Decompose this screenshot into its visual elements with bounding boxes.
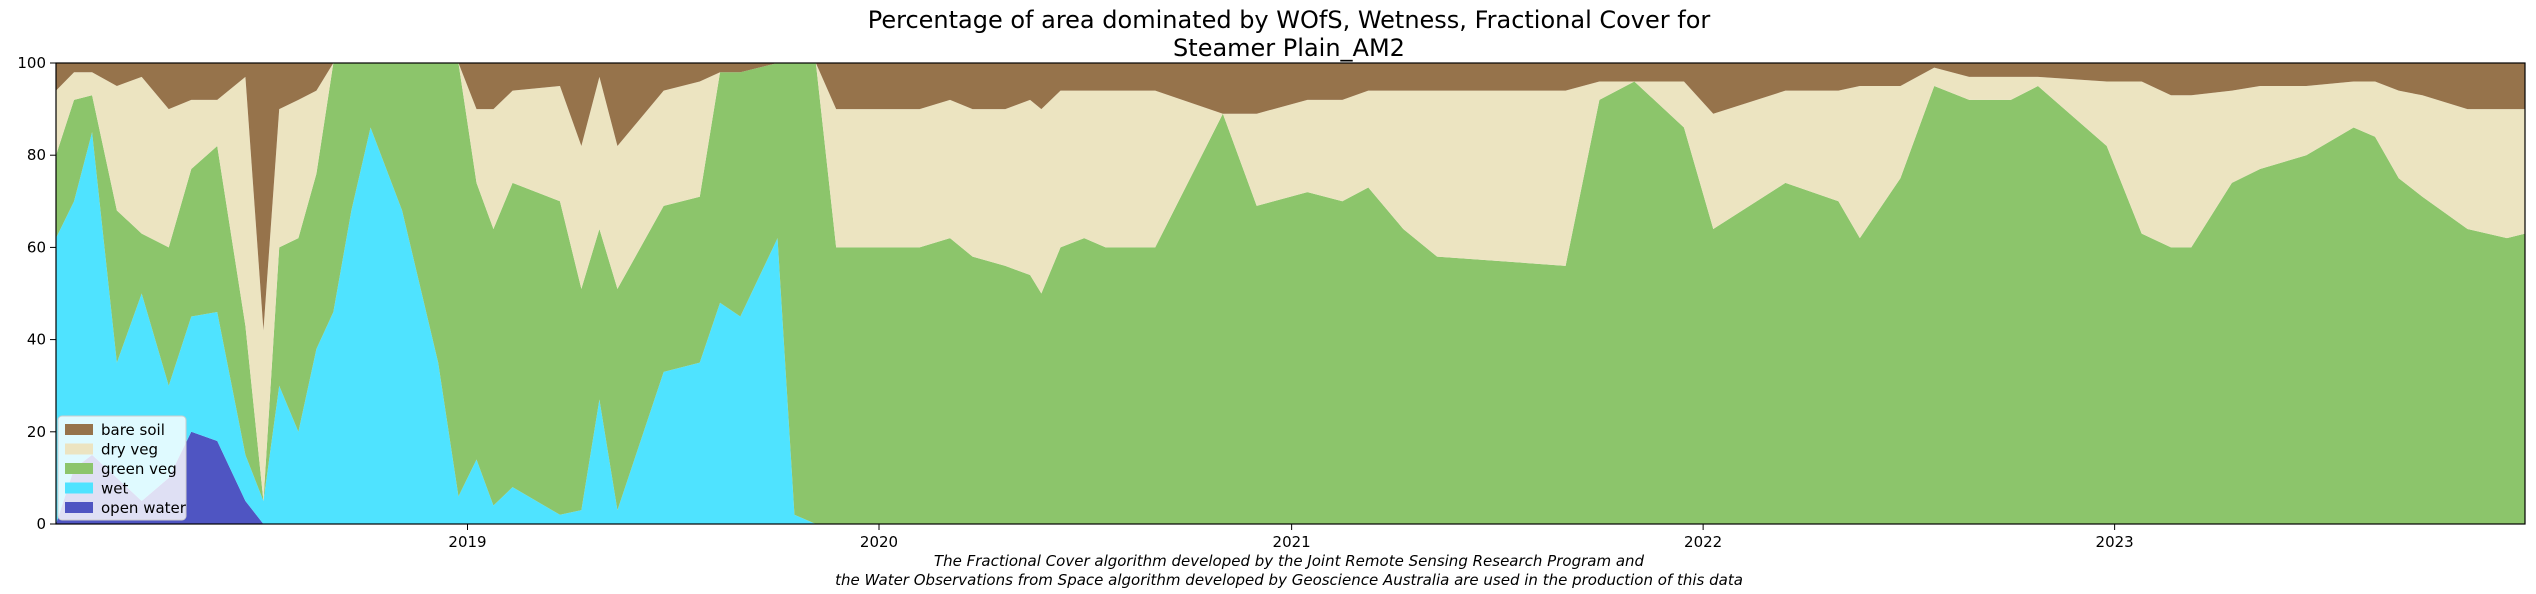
y-tick-label: 40 xyxy=(27,331,46,349)
stacked-areas xyxy=(56,63,2525,524)
area-wet xyxy=(56,127,2525,524)
x-tick-label: 2023 xyxy=(2096,533,2134,551)
y-tick-label: 100 xyxy=(17,54,46,72)
caption-line-2: the Water Observations from Space algori… xyxy=(835,571,1743,589)
chart-title-line-1: Percentage of area dominated by WOfS, We… xyxy=(868,6,1711,34)
x-tick-label: 2020 xyxy=(860,533,898,551)
x-tick-label: 2022 xyxy=(1684,533,1722,551)
y-tick-label: 0 xyxy=(36,515,46,533)
axes: 0 20 40 60 80 100 2019 2020 2021 2022 2023 xyxy=(17,54,2526,551)
plot-frame xyxy=(55,62,2526,525)
caption-line-1: The Fractional Cover algorithm developed… xyxy=(934,552,1645,570)
legend-swatch xyxy=(65,482,93,494)
y-tick-label: 20 xyxy=(27,423,46,441)
legend-label: dry veg xyxy=(101,441,158,459)
legend-swatch xyxy=(65,502,93,513)
y-tick-label: 60 xyxy=(27,238,46,256)
area-dry-veg xyxy=(56,63,2525,501)
legend-label: wet xyxy=(101,480,128,498)
legend-swatch xyxy=(65,443,93,455)
x-tick-label: 2019 xyxy=(448,533,486,551)
area-green-veg xyxy=(56,63,2525,524)
legend-label: open water xyxy=(101,499,187,517)
legend-label: green veg xyxy=(101,460,177,478)
legend-box xyxy=(57,415,187,521)
x-tick-label: 2021 xyxy=(1273,533,1311,551)
y-tick-label: 80 xyxy=(27,146,46,164)
area-bare-soil xyxy=(56,63,2525,331)
legend-swatch xyxy=(65,463,93,474)
legend-label: bare soil xyxy=(101,421,165,439)
chart-title-line-2: Steamer Plain_AM2 xyxy=(1173,34,1405,62)
legend-swatch xyxy=(65,424,93,435)
